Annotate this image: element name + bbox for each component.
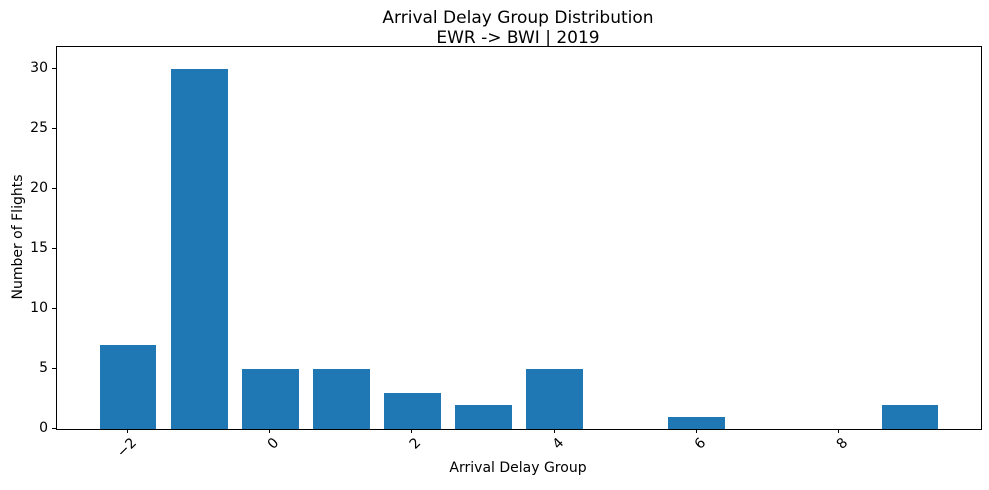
- bar-group-9: [881, 405, 939, 429]
- y-tick-label-5: 5: [39, 359, 48, 376]
- y-tick-label-20: 20: [30, 179, 48, 196]
- bar-group-6: [668, 417, 726, 429]
- y-tick-label-30: 30: [30, 59, 48, 76]
- x-tick-label-2: 2: [407, 435, 425, 453]
- y-tick-label-15: 15: [30, 239, 48, 256]
- x-tick-mark-0: [269, 429, 271, 433]
- x-tick-mark-8: [837, 429, 839, 433]
- bar-group-4: [526, 368, 583, 429]
- x-tick-mark-6: [695, 429, 697, 433]
- chart-title-line2: EWR -> BWI | 2019: [436, 28, 600, 48]
- y-axis-label: Number of Flights: [10, 174, 26, 300]
- y-tick-mark-25: [52, 127, 56, 129]
- x-tick-mark--2: [127, 429, 129, 433]
- y-tick-mark-10: [52, 307, 56, 309]
- x-tick-label-6: 6: [691, 435, 710, 453]
- x-tick-mark-2: [411, 429, 413, 433]
- y-tick-mark-15: [52, 247, 56, 249]
- y-tick-mark-5: [52, 367, 56, 369]
- x-tick-label-0: 0: [264, 435, 283, 453]
- y-tick-mark-0: [52, 428, 56, 429]
- chart-title-line1: Arrival Delay Group Distribution: [382, 8, 654, 28]
- bar-group--2: [99, 344, 157, 429]
- bar-group-3: [455, 405, 512, 429]
- y-tick-mark-20: [52, 187, 56, 189]
- x-tick-label--2: −2: [114, 435, 141, 461]
- y-tick-label-25: 25: [30, 119, 48, 136]
- x-tick-label-8: 8: [833, 435, 852, 453]
- y-tick-label-0: 0: [39, 420, 48, 436]
- plot-area: [56, 46, 982, 430]
- x-axis-label: Arrival Delay Group: [449, 460, 587, 476]
- y-tick-mark-30: [52, 67, 56, 69]
- chart-title: Arrival Delay Group Distribution EWR -> …: [56, 8, 980, 48]
- x-tick-mark-4: [553, 429, 555, 433]
- bar-group-1: [312, 368, 370, 429]
- bar-group-0: [241, 368, 299, 429]
- bar-group-2: [384, 393, 441, 429]
- y-tick-label-10: 10: [30, 299, 48, 316]
- x-tick-label-4: 4: [549, 435, 567, 453]
- bar-group--1: [170, 68, 228, 429]
